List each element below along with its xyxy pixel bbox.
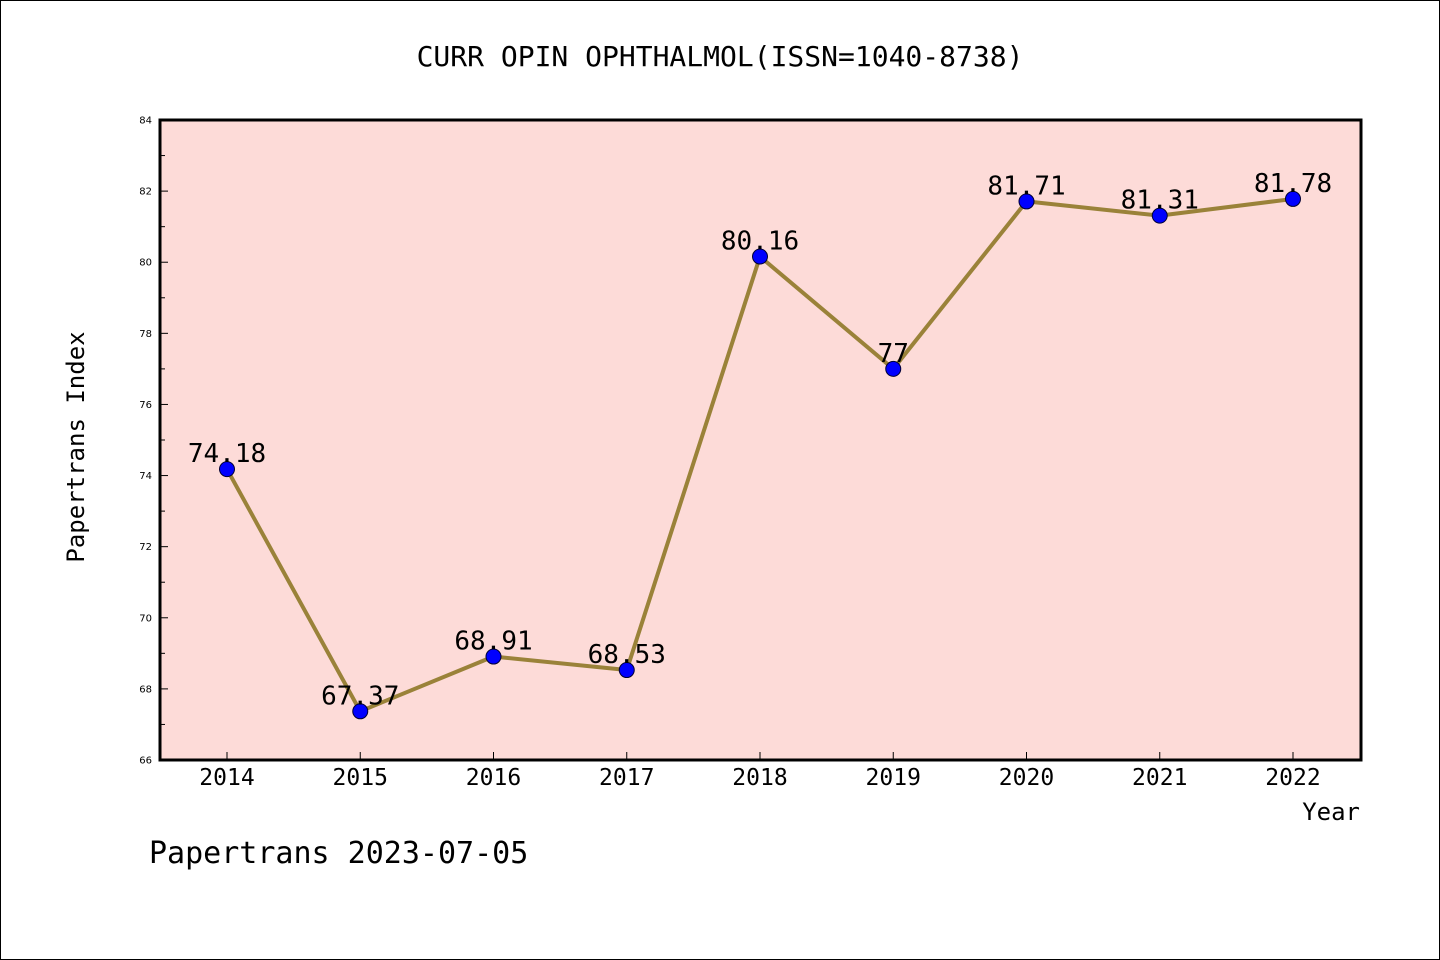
x-tick-label: 2020 <box>999 765 1054 791</box>
x-tick-label: 2021 <box>1132 765 1187 791</box>
data-point <box>219 461 235 478</box>
y-tick-label: 68 <box>139 684 152 695</box>
y-tick-label: 70 <box>139 613 152 624</box>
data-label: 67.37 <box>321 681 399 711</box>
x-tick-label: 2022 <box>1265 765 1320 791</box>
x-tick-label: 2019 <box>866 765 921 791</box>
x-tick-label: 2016 <box>466 765 521 791</box>
y-tick-label: 84 <box>139 116 152 127</box>
y-tick-label: 72 <box>139 542 152 553</box>
data-label: 74.18 <box>188 439 266 469</box>
plot-area <box>160 120 1361 760</box>
data-point <box>1018 193 1035 210</box>
footer-caption: Papertrans 2023-07-05 <box>149 836 528 871</box>
y-tick-label: 74 <box>139 471 152 482</box>
y-tick-label: 82 <box>139 187 152 198</box>
y-axis-label: Papertrans Index <box>62 331 90 562</box>
data-point <box>1151 207 1168 224</box>
plot-border <box>158 118 1363 762</box>
data-label: 77 <box>878 339 909 369</box>
data-label: 68.53 <box>588 640 666 670</box>
x-axis: 2014 2015 2016 2017 2018 2019 2020 2021 2022 <box>199 752 1321 791</box>
x-tick-label: 2015 <box>333 765 388 791</box>
x-tick-label: 2014 <box>199 765 254 791</box>
data-points <box>219 190 1301 720</box>
y-tick-label: 76 <box>139 400 152 411</box>
data-labels: 74.18 67.37 68.91 68.53 80.16 77 81.71 81.31 81.… <box>188 169 1332 711</box>
data-label: 81.78 <box>1254 169 1332 199</box>
data-point <box>352 703 369 720</box>
data-label: 80.16 <box>721 227 799 257</box>
data-label: 81.71 <box>987 171 1065 201</box>
data-point <box>752 248 768 265</box>
x-tick-label: 2018 <box>732 765 787 791</box>
y-tick-label: 80 <box>139 258 152 269</box>
x-tick-label: 2017 <box>599 765 654 791</box>
chart-title: CURR OPIN OPHTHALMOL(ISSN=1040-8738) <box>417 40 1024 73</box>
data-label: 81.31 <box>1121 186 1199 216</box>
y-tick-label: 78 <box>139 329 152 340</box>
data-point <box>885 360 902 377</box>
x-axis-label: Year <box>1302 798 1360 826</box>
data-point <box>618 662 635 679</box>
data-point <box>485 648 502 665</box>
data-point <box>1285 190 1301 207</box>
y-tick-label: 66 <box>139 756 152 767</box>
data-label: 68.91 <box>454 627 532 657</box>
